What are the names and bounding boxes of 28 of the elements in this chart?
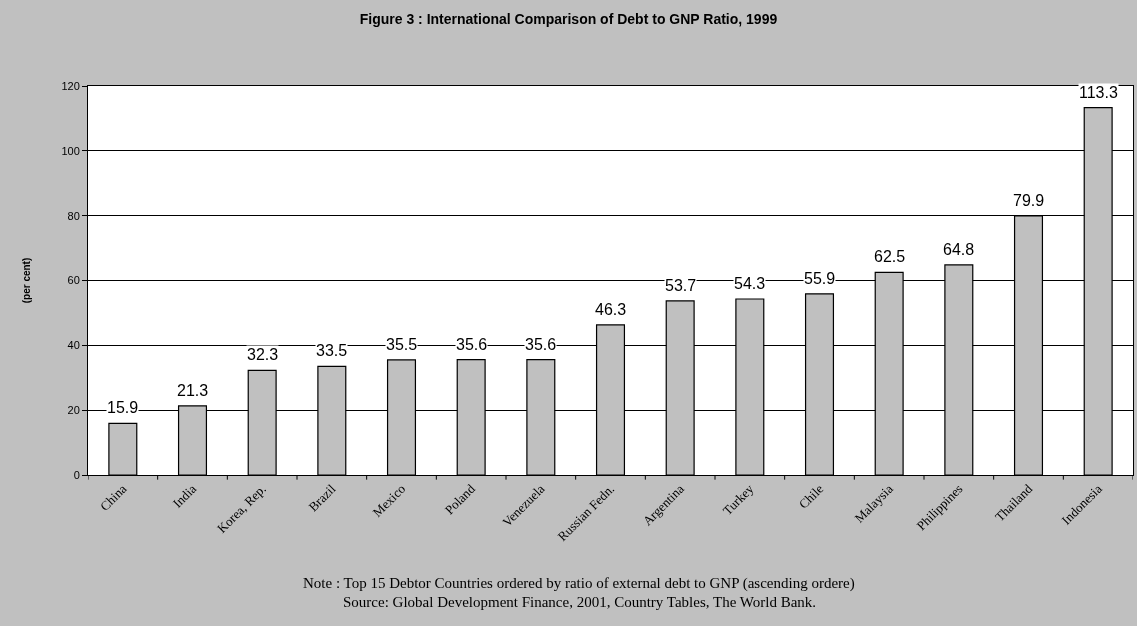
source-note: Source: Global Development Finance, 2001, Country Tables, The World Bank. bbox=[343, 594, 817, 610]
y-axis-title: (per cent) bbox=[21, 257, 33, 304]
chart-title: Figure 3 : International Comparison of Debt to GNP Ratio, 1999 bbox=[359, 10, 778, 27]
y-tick-label: 100 bbox=[61, 144, 80, 157]
data-label: 64.8 bbox=[943, 241, 975, 258]
data-label: 62.5 bbox=[874, 248, 906, 265]
x-tick-label: India bbox=[169, 481, 200, 511]
data-label: 79.9 bbox=[1013, 192, 1045, 209]
data-label: 54.3 bbox=[734, 275, 766, 292]
y-tick-label: 60 bbox=[67, 274, 80, 287]
data-label: 113.3 bbox=[1079, 84, 1118, 101]
y-tick-label: 20 bbox=[67, 404, 80, 417]
text: Note : Top 15 Debtor Countries ordered by ratio of external debt to GNP (ascending ordere) bbox=[303, 575, 855, 592]
data-label: 15.9 bbox=[107, 399, 139, 416]
y-tick-label: 120 bbox=[61, 79, 80, 92]
data-label: 55.9 bbox=[804, 270, 836, 287]
data-label: 33.5 bbox=[316, 342, 348, 359]
data-label: 35.5 bbox=[386, 336, 418, 353]
data-label: 35.6 bbox=[456, 336, 488, 353]
data-label: 21.3 bbox=[177, 382, 209, 399]
data-label: 53.7 bbox=[665, 277, 697, 294]
y-tick-label: 0 bbox=[73, 468, 80, 481]
data-label: 35.6 bbox=[525, 336, 557, 353]
y-tick-label: 40 bbox=[67, 339, 80, 352]
y-tick-label: 80 bbox=[67, 209, 80, 222]
data-label: 32.3 bbox=[247, 346, 279, 363]
x-tick-label: Chile bbox=[795, 481, 827, 512]
data-label: 46.3 bbox=[595, 301, 627, 318]
